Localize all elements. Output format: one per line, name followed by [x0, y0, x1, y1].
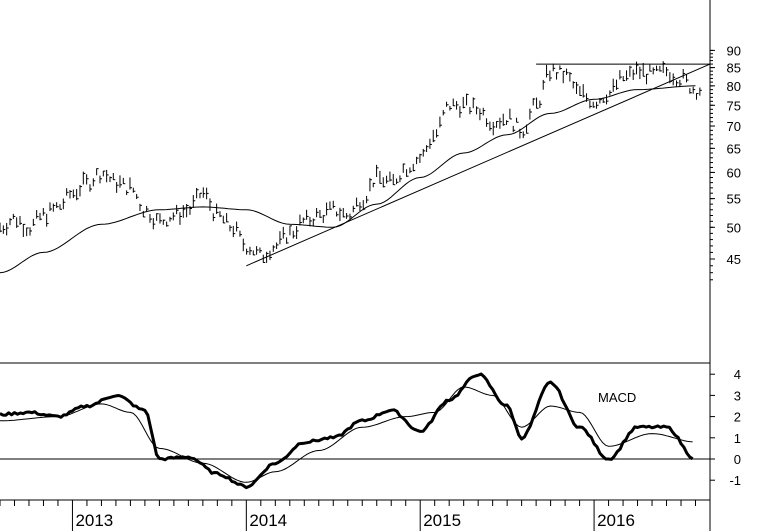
year-label: 2016 — [597, 511, 635, 530]
year-label: 2014 — [249, 511, 287, 530]
price-tick-label: 65 — [727, 141, 741, 156]
year-label: 2015 — [423, 511, 461, 530]
axes: 45 50 55 60 65 70 75 80 85 90 -1 0 1 2 3 4 2013 2014 2015 2… — [0, 43, 741, 531]
macd-line — [0, 372, 694, 490]
macd-tick-label: 1 — [734, 431, 741, 446]
macd-tick-label: 2 — [734, 410, 741, 425]
macd-tick-label: 3 — [734, 388, 741, 403]
year-label: 2013 — [75, 511, 113, 530]
macd-panel-title: MACD — [598, 390, 636, 405]
macd-signal-line — [0, 386, 693, 483]
price-tick-label: 45 — [727, 252, 741, 267]
price-tick-label: 70 — [727, 119, 741, 134]
price-tick-label: 60 — [727, 165, 741, 180]
support-trendline — [246, 63, 711, 267]
price-tick-label: 55 — [727, 192, 741, 207]
price-tick-label: 90 — [727, 43, 741, 58]
macd-tick-label: 0 — [734, 452, 741, 467]
price-tick-label: 85 — [727, 61, 741, 76]
macd-panel — [0, 372, 710, 490]
macd-tick-label: 4 — [734, 367, 741, 382]
price-panel — [0, 61, 711, 274]
price-tick-label: 75 — [727, 98, 741, 113]
moving-average-line — [0, 85, 696, 274]
price-tick-label: 50 — [727, 220, 741, 235]
chart-frame — [0, 0, 711, 531]
macd-tick-label: -1 — [729, 473, 741, 488]
price-tick-label: 80 — [727, 79, 741, 94]
